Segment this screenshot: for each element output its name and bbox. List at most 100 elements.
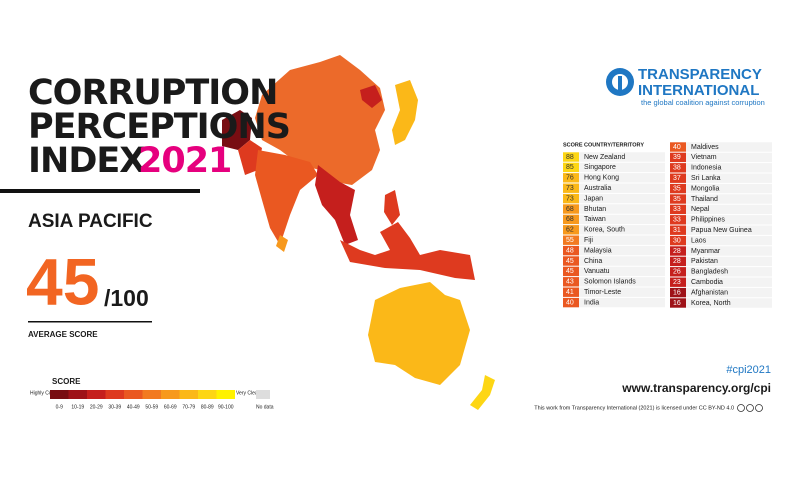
score: 73 — [566, 195, 574, 202]
row-background — [670, 142, 772, 152]
legend-bin-label: 20-29 — [90, 404, 103, 410]
country: Laos — [691, 237, 707, 244]
row-background — [563, 183, 665, 193]
country: Japan — [584, 195, 603, 202]
score-cell — [563, 162, 579, 173]
score-cell — [563, 225, 579, 235]
legend-swatch — [68, 390, 87, 399]
country: Singapore — [584, 164, 616, 171]
score-max: /100 — [104, 285, 149, 311]
country: Malaysia — [584, 247, 612, 254]
country: Vanuatu — [584, 268, 610, 275]
row-background — [670, 225, 772, 235]
title-line: CORRUPTION — [28, 73, 277, 113]
map-region — [276, 235, 288, 252]
score: 68 — [566, 216, 574, 223]
row-background — [563, 277, 665, 287]
score-cell — [670, 277, 686, 287]
score-table: SCORE COUNTRY/TERRITORY 88 New Zealand 85 S… — [563, 142, 772, 308]
score: 40 — [566, 299, 574, 306]
logo-name: INTERNATIONAL — [638, 82, 759, 99]
score-cell — [670, 183, 686, 194]
map-region — [255, 55, 385, 185]
map — [222, 55, 495, 410]
legend-bin-label: 90-100 — [218, 404, 234, 410]
score-cell — [563, 214, 579, 225]
average-score: 45 — [26, 244, 99, 318]
legend-swatch — [161, 390, 180, 399]
row-background — [563, 173, 665, 183]
score: 16 — [673, 289, 681, 296]
score: 30 — [673, 237, 681, 244]
score-cell — [670, 163, 686, 173]
row-background — [563, 204, 665, 214]
score: 26 — [673, 269, 681, 276]
country: Cambodia — [691, 279, 723, 286]
score: 88 — [566, 154, 574, 161]
legend-swatch — [142, 390, 161, 399]
score-cell — [670, 267, 686, 277]
row-background — [670, 256, 772, 267]
score-cell — [563, 183, 579, 193]
score: 55 — [566, 237, 574, 244]
map-region — [368, 282, 470, 385]
country: Solomon Islands — [584, 279, 636, 286]
score-cell — [670, 256, 686, 267]
country: Pakistan — [691, 258, 718, 265]
score: 45 — [566, 258, 574, 265]
row-background — [563, 256, 665, 266]
row-background — [670, 152, 772, 163]
score-cell — [670, 287, 686, 298]
row-background — [670, 267, 772, 277]
score-cell — [563, 245, 579, 256]
row-background — [563, 245, 665, 256]
score-cell — [670, 194, 686, 204]
legend-swatch — [87, 390, 106, 399]
legend-title: SCORE — [52, 377, 81, 386]
score: 41 — [566, 289, 574, 296]
row-background — [670, 163, 772, 173]
legend-bin-label: 80-89 — [201, 404, 214, 410]
cc-icon — [746, 404, 754, 412]
legend-bin-label: 70-79 — [182, 404, 195, 410]
country: New Zealand — [584, 154, 625, 161]
score: 43 — [566, 279, 574, 286]
map-region — [384, 190, 400, 225]
country: Korea, South — [584, 227, 625, 234]
row-background — [563, 287, 665, 297]
cc-icons — [737, 404, 763, 412]
legend-bin-label: 10-19 — [71, 404, 84, 410]
table-header: COUNTRY/TERRITORY — [584, 142, 644, 148]
country: Sri Lanka — [691, 175, 721, 182]
row-background — [670, 194, 772, 204]
score: 85 — [566, 164, 574, 171]
score: 28 — [673, 258, 681, 265]
map-region — [238, 140, 262, 175]
country: Timor-Leste — [584, 289, 621, 296]
country: Mongolia — [691, 185, 720, 192]
row-background — [563, 297, 665, 308]
no-data-swatch — [256, 390, 270, 399]
country: Afghanistan — [691, 289, 728, 296]
score: 40 — [673, 144, 681, 151]
country: Hong Kong — [584, 175, 619, 182]
score: 37 — [673, 175, 681, 182]
score: 31 — [673, 227, 681, 234]
legend-bin-label: 50-59 — [145, 404, 158, 410]
map-region — [392, 80, 418, 145]
row-background — [670, 183, 772, 194]
row-background — [670, 215, 772, 225]
country: Papua New Guinea — [691, 227, 752, 234]
score: 28 — [673, 248, 681, 255]
score: 35 — [673, 185, 681, 192]
row-background — [670, 287, 772, 298]
score: 33 — [673, 206, 681, 213]
legend-swatch — [198, 390, 217, 399]
map-region — [222, 110, 252, 150]
legend-swatch — [216, 390, 235, 399]
score: 23 — [673, 279, 681, 286]
cc-icon — [755, 404, 763, 412]
score-cell — [670, 298, 686, 308]
score-cell — [563, 204, 579, 214]
